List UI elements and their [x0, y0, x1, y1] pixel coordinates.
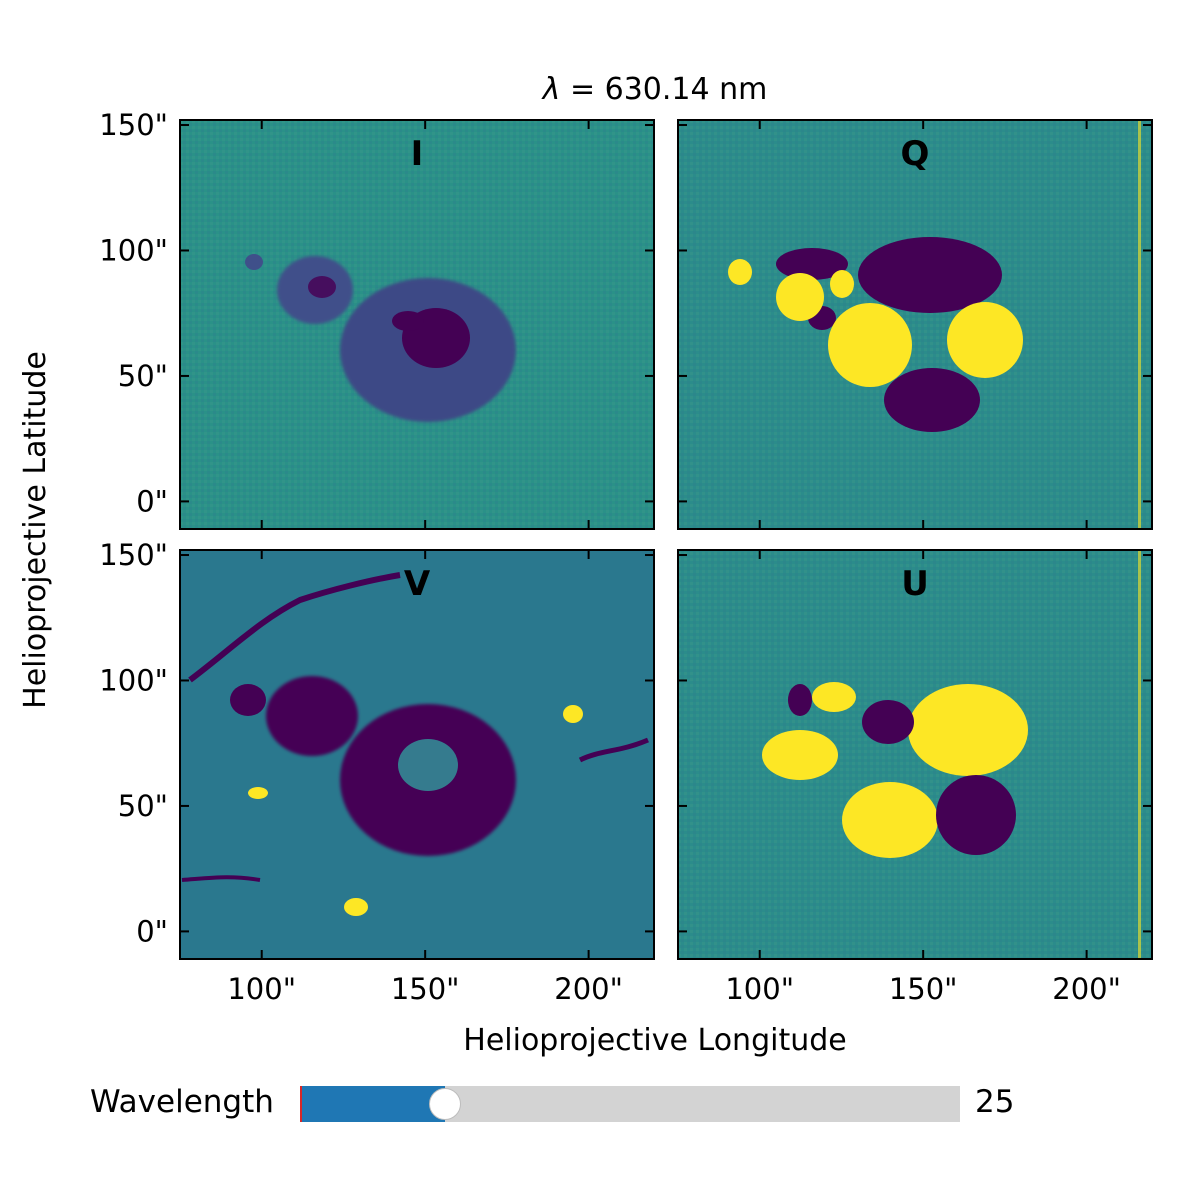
y-tick-label: 50" — [118, 789, 168, 823]
panel-I — [180, 120, 654, 529]
wavelength-slider-value: 25 — [975, 1084, 1015, 1120]
panel-frame — [179, 119, 655, 530]
panel-Q-bright-centre — [828, 303, 912, 387]
panel-frame — [677, 549, 1153, 960]
x-tick-label: 150" — [391, 972, 460, 1006]
y-tick-label: 100" — [99, 663, 168, 697]
panel-V-bright-west — [248, 787, 268, 799]
axes-overlay: I 0" 50" 100" 150" Q V 100" 150" 200" 0" 50" 100" 150… — [99, 108, 1153, 1006]
wavelength-slider-initial-marker — [300, 1086, 302, 1122]
panel-Q-dark-west — [776, 248, 848, 280]
y-tick-label: 50" — [118, 359, 168, 393]
y-tick-label: 100" — [99, 233, 168, 267]
x-axis-label: Helioprojective Longitude — [463, 1023, 846, 1058]
panel-V-network-east — [578, 737, 649, 763]
panel-I-pore-core — [308, 276, 336, 298]
x-tick-label: 100" — [725, 972, 794, 1006]
y-tick-label: 0" — [136, 484, 168, 518]
panel-frame — [179, 549, 655, 960]
panel-U-noise — [678, 550, 1152, 959]
x-tick-label: 100" — [227, 972, 296, 1006]
panel-U — [678, 550, 1152, 959]
x-tick-label: 150" — [889, 972, 958, 1006]
panel-label: Q — [901, 134, 930, 174]
panel-V-network-north — [188, 572, 401, 683]
panel-U-bright-small — [812, 682, 856, 712]
wavelength-slider-label: Wavelength — [90, 1084, 274, 1120]
y-tick-label: 150" — [99, 108, 168, 142]
wavelength-slider-handle[interactable] — [429, 1088, 462, 1120]
panel-Q — [678, 120, 1152, 529]
panel-frame — [677, 119, 1153, 530]
panel-U-bright-south — [842, 782, 938, 858]
x-tick-label: 200" — [554, 972, 623, 1006]
panel-Q-edge-artifact — [1138, 120, 1141, 529]
panel-V-umbra — [398, 739, 458, 791]
panel-V — [180, 550, 654, 959]
panel-V-pore-small — [230, 684, 266, 716]
panel-Q-dark-south — [884, 368, 980, 432]
wavelength-slider-fill — [300, 1086, 446, 1122]
panel-V-bright-south — [344, 898, 368, 916]
panel-U-bright-north — [908, 684, 1028, 776]
panel-U-edge-artifact — [1138, 550, 1141, 959]
panel-Q-bright-east — [947, 302, 1023, 378]
panel-label: U — [901, 564, 929, 604]
panel-Q-bright-small — [728, 259, 752, 285]
panel-U-dark-centre — [862, 700, 914, 744]
panel-label: I — [411, 134, 424, 174]
panel-Q-bright-north — [830, 270, 854, 298]
panel-label: V — [404, 564, 431, 604]
chart-title: λ = 630.14 nm — [541, 72, 768, 107]
panel-V-pore — [266, 676, 358, 756]
panel-U-dark-west — [788, 684, 812, 716]
panel-V-bright-east — [563, 705, 583, 723]
y-tick-label: 0" — [136, 914, 168, 948]
panel-Q-bright-west — [776, 273, 824, 321]
wavelength-slider[interactable] — [300, 1086, 960, 1122]
panel-U-bright-west — [762, 730, 838, 780]
panel-I-small-pore — [245, 254, 263, 270]
panel-V-network-southwest — [181, 875, 261, 882]
panel-Q-dark-north — [858, 237, 1002, 313]
y-tick-label: 150" — [99, 538, 168, 572]
panel-U-dark-south — [936, 775, 1016, 855]
panel-I-umbra-arm — [392, 311, 424, 331]
panel-Q-noise — [678, 120, 1152, 529]
x-tick-label: 200" — [1052, 972, 1121, 1006]
y-axis-label: Helioprojective Latitude — [18, 351, 53, 709]
